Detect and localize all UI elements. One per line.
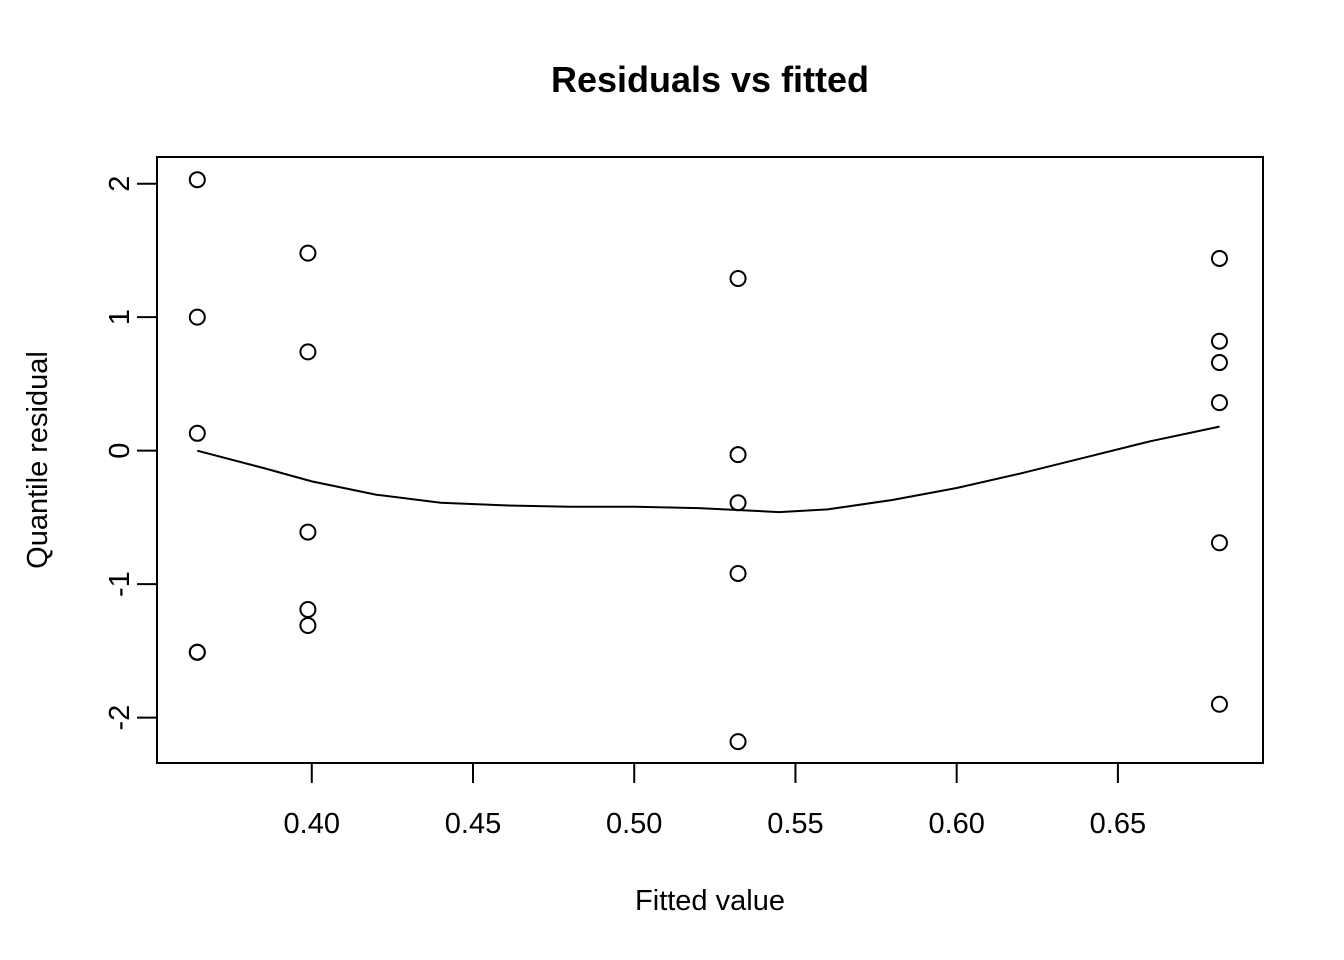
- y-axis-label: Quantile residual: [22, 351, 54, 569]
- data-point: [299, 523, 317, 541]
- data-point: [1210, 332, 1228, 350]
- data-point: [188, 424, 206, 442]
- x-tick-label: 0.55: [767, 808, 823, 840]
- y-tick-label: 0: [104, 443, 136, 459]
- x-axis-label: Fitted value: [635, 885, 785, 917]
- data-point: [299, 343, 317, 361]
- data-point: [299, 600, 317, 618]
- points-layer: [188, 171, 1228, 751]
- data-point: [1210, 249, 1228, 267]
- data-point: [729, 564, 747, 582]
- y-axis: 2 1 0 -1 -2: [104, 176, 158, 731]
- x-axis: 0.40 0.45 0.50 0.55 0.60 0.65: [284, 762, 1146, 840]
- smooth-line-layer: [197, 425, 1220, 514]
- y-tick-label: -2: [104, 705, 136, 731]
- data-point: [1210, 354, 1228, 372]
- chart-title: Residuals vs fitted: [551, 59, 869, 100]
- data-point: [1210, 534, 1228, 552]
- x-tick-label: 0.65: [1090, 808, 1146, 840]
- data-point: [1210, 394, 1228, 412]
- smooth-line: [197, 425, 1220, 514]
- data-point: [188, 171, 206, 189]
- x-tick-label: 0.50: [606, 808, 662, 840]
- data-point: [729, 733, 747, 751]
- data-point: [188, 308, 206, 326]
- plot-frame: [156, 156, 1264, 764]
- data-point: [729, 446, 747, 464]
- x-tick-label: 0.45: [445, 808, 501, 840]
- data-point: [729, 494, 747, 512]
- x-tick-label: 0.40: [284, 808, 340, 840]
- data-point: [188, 643, 206, 661]
- x-tick-label: 0.60: [928, 808, 984, 840]
- y-tick-label: 1: [104, 309, 136, 325]
- data-point: [1210, 695, 1228, 713]
- data-point: [729, 269, 747, 287]
- y-tick-label: 2: [104, 176, 136, 192]
- data-point: [299, 617, 317, 635]
- y-tick-label: -1: [104, 571, 136, 597]
- data-point: [299, 244, 317, 262]
